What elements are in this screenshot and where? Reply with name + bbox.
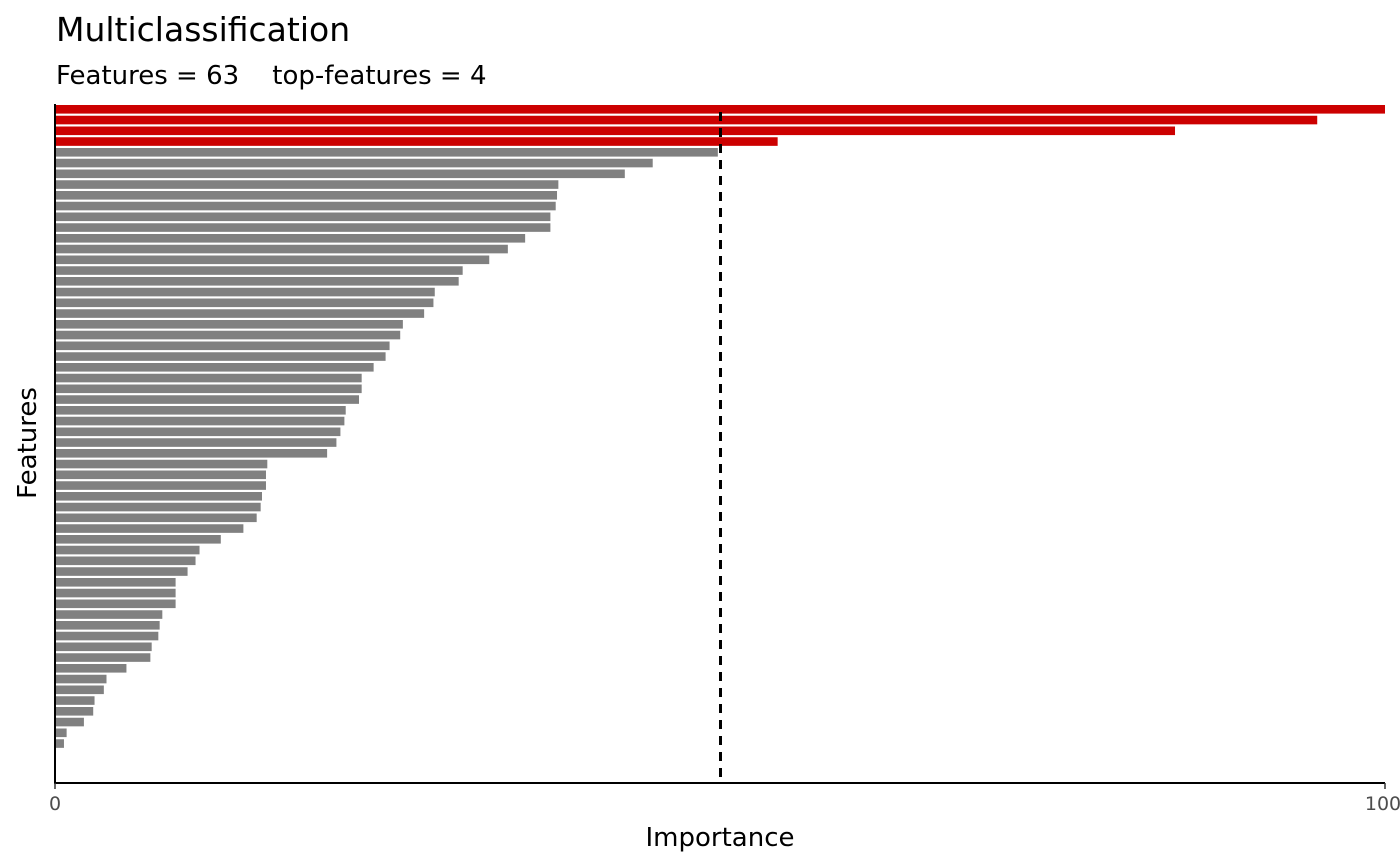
chart-subtitle: Features = 63 top-features = 4 xyxy=(56,61,487,91)
bar-feature xyxy=(56,234,526,243)
bar-feature xyxy=(56,567,188,576)
bar-feature xyxy=(56,449,328,458)
bar-feature xyxy=(56,341,390,351)
bar-feature xyxy=(56,320,403,329)
bar-feature xyxy=(56,266,463,275)
bar-feature xyxy=(56,492,262,501)
x-axis-label: Importance xyxy=(646,823,795,853)
bar-feature xyxy=(56,610,163,619)
bar-feature xyxy=(56,685,104,695)
bar-feature xyxy=(56,416,345,426)
bar-feature xyxy=(56,223,551,232)
bar-feature xyxy=(56,631,159,641)
bar-feature xyxy=(56,352,386,361)
bar-feature xyxy=(56,588,176,598)
bar-feature xyxy=(56,363,374,372)
bar-feature xyxy=(56,212,551,222)
bar-feature xyxy=(56,330,401,340)
bar-feature xyxy=(56,599,176,609)
bar-feature xyxy=(56,395,360,404)
bar-feature xyxy=(56,406,346,415)
bar-feature xyxy=(56,180,559,189)
bar-top-feature xyxy=(56,105,1385,114)
bar-feature xyxy=(56,535,221,544)
bar-feature xyxy=(56,653,151,662)
bar-top-feature xyxy=(56,115,1318,125)
bar-feature xyxy=(56,255,490,265)
bar-feature xyxy=(56,287,435,297)
bar-feature xyxy=(56,169,625,179)
bar-feature xyxy=(56,524,244,533)
bar-feature xyxy=(56,298,434,308)
bar-feature xyxy=(56,373,362,383)
bar-top-feature xyxy=(56,126,1176,136)
y-axis-label: Features xyxy=(13,387,43,499)
bar-feature xyxy=(56,384,362,394)
bar-feature xyxy=(56,642,152,652)
bar-feature xyxy=(56,696,95,705)
bar-feature xyxy=(56,707,94,716)
bar-feature xyxy=(56,427,341,437)
chart-title: Multiclassification xyxy=(56,10,350,49)
bars-group xyxy=(56,105,1385,748)
bar-feature xyxy=(56,545,200,555)
bar-feature xyxy=(56,728,67,738)
bar-feature xyxy=(56,502,261,512)
bar-top-feature xyxy=(56,137,778,146)
bar-feature xyxy=(56,158,653,168)
bar-feature xyxy=(56,244,508,254)
bar-feature xyxy=(56,309,425,318)
bar-feature xyxy=(56,717,84,727)
bar-feature xyxy=(56,481,266,490)
bar-feature xyxy=(56,191,558,200)
bar-feature xyxy=(56,664,127,673)
bar-feature xyxy=(56,513,257,523)
bar-feature xyxy=(56,148,718,157)
bar-feature xyxy=(56,621,160,630)
x-tick-label-0: 0 xyxy=(49,793,61,815)
bar-feature xyxy=(56,277,459,286)
x-tick-label-100: 100 xyxy=(1365,793,1400,815)
bar-feature xyxy=(56,578,176,587)
bar-feature xyxy=(56,438,337,447)
bar-feature xyxy=(56,470,266,480)
bar-feature xyxy=(56,556,196,566)
bar-feature xyxy=(56,459,268,469)
bar-feature xyxy=(56,674,107,684)
bar-feature xyxy=(56,201,556,211)
bar-feature xyxy=(56,739,64,748)
